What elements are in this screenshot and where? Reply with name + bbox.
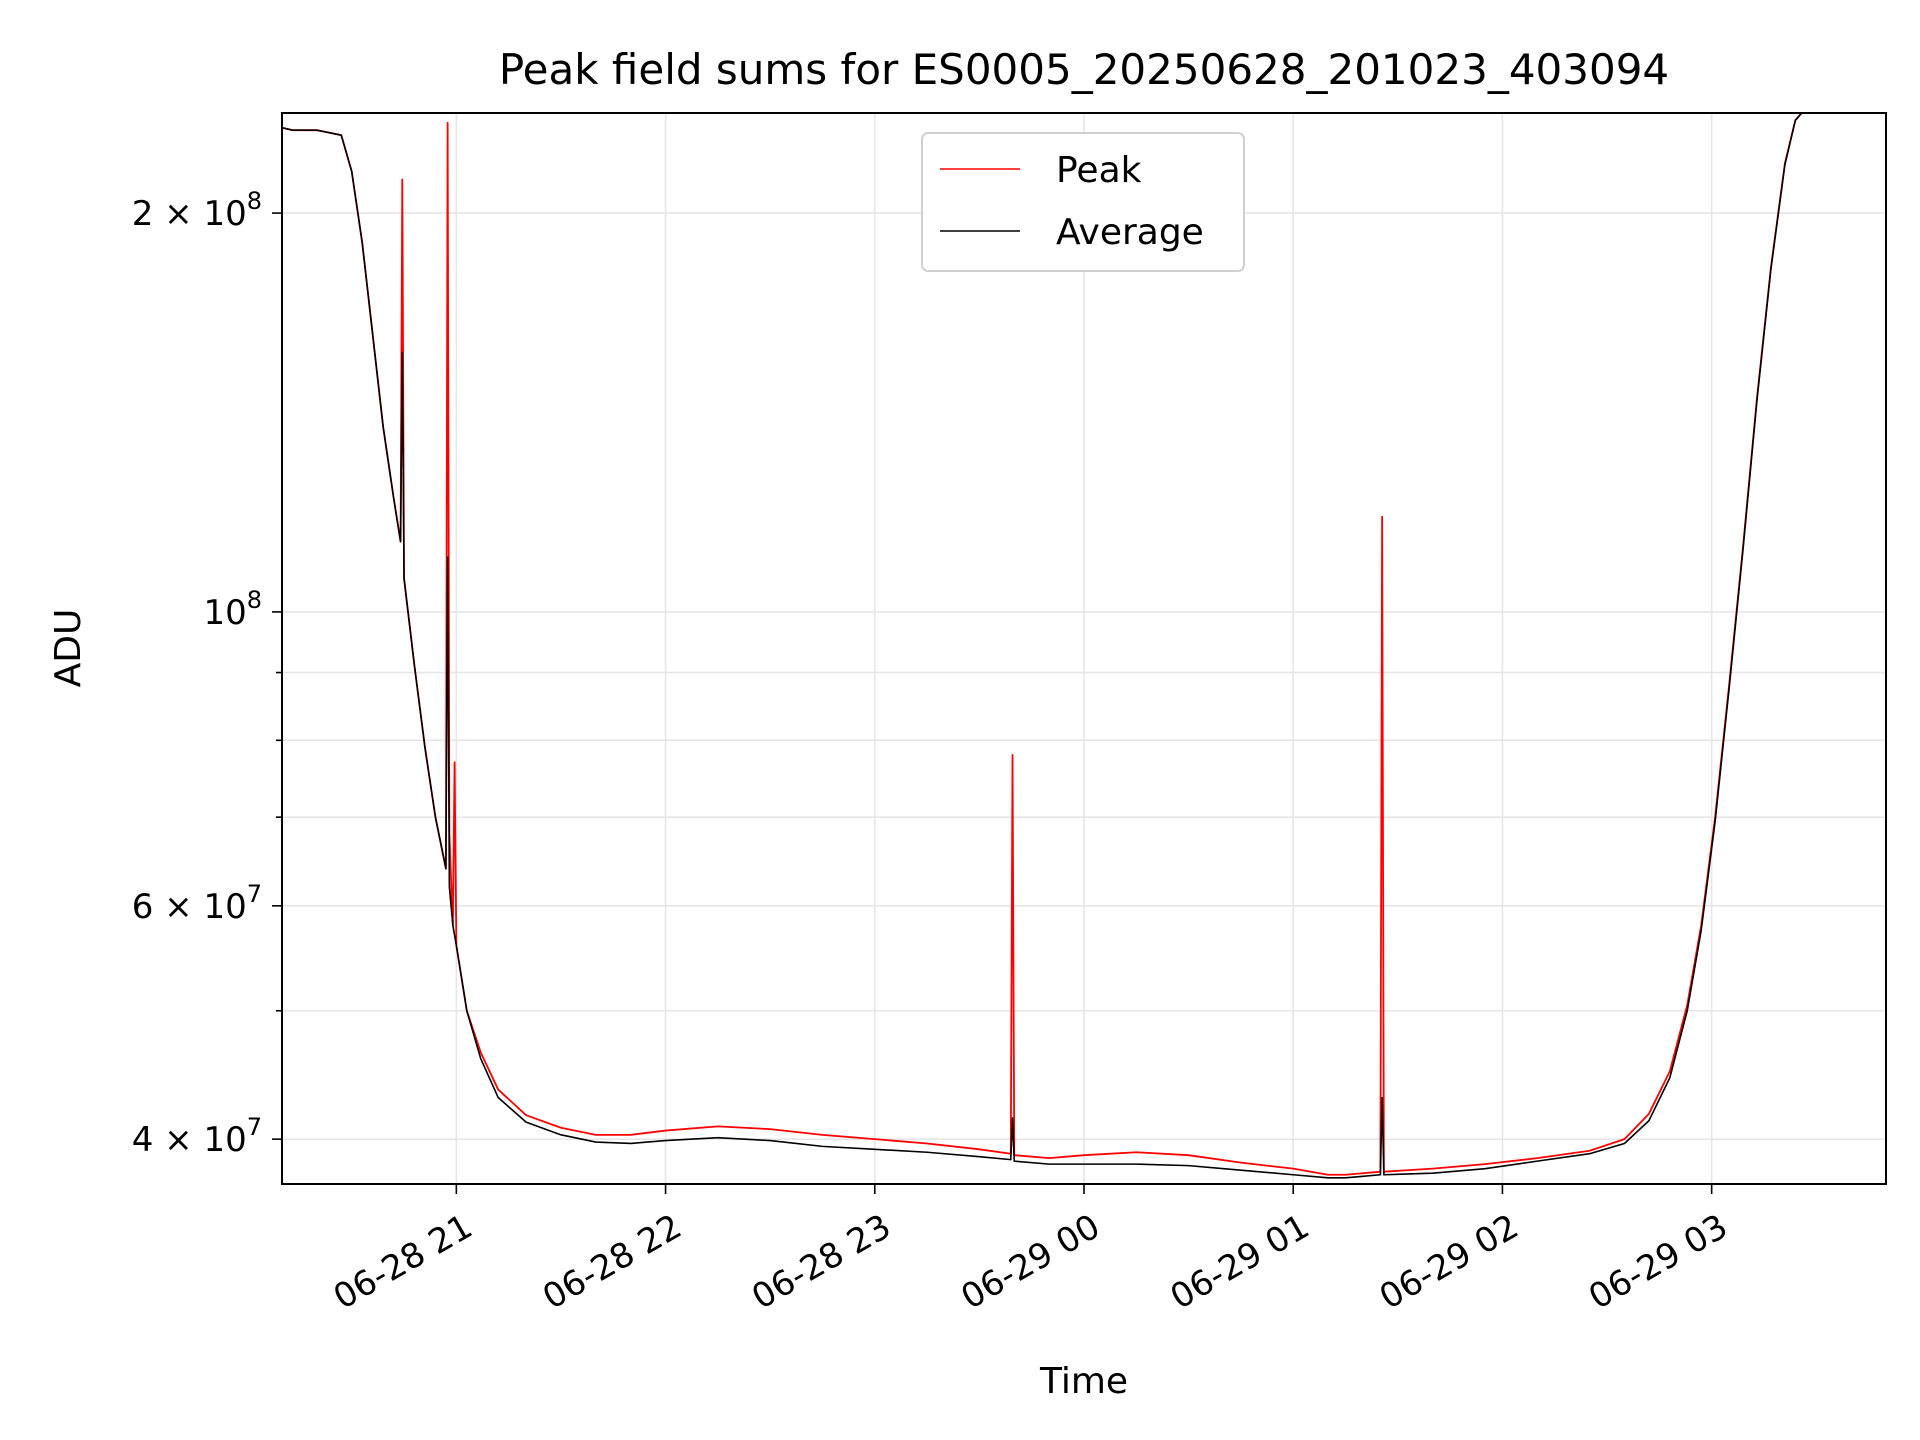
y-axis: 2 × 108 108 6 × 107 4 × 107 [132, 187, 282, 1160]
legend-box [921, 132, 1245, 272]
series-line-average [282, 113, 1803, 1179]
y-tick-label-6-10-7: 6 × 107 [132, 880, 262, 927]
y-tick-label-2-10-8: 2 × 108 [132, 187, 262, 234]
x-axis-label: Time [1039, 1361, 1128, 1402]
legend-label-peak: Peak [1056, 150, 1142, 191]
legend-label-average: Average [1056, 212, 1204, 253]
y-axis-label: ADU [48, 609, 89, 688]
legend: Peak Average [921, 132, 1245, 272]
y-tick-label-10-8: 108 [203, 586, 262, 633]
grid-lines [282, 113, 1886, 1184]
y-tick-label-4-10-7: 4 × 107 [132, 1113, 262, 1160]
series-layer [282, 113, 1803, 1179]
chart-title: Peak field sums for ES0005_20250628_2010… [499, 45, 1669, 94]
